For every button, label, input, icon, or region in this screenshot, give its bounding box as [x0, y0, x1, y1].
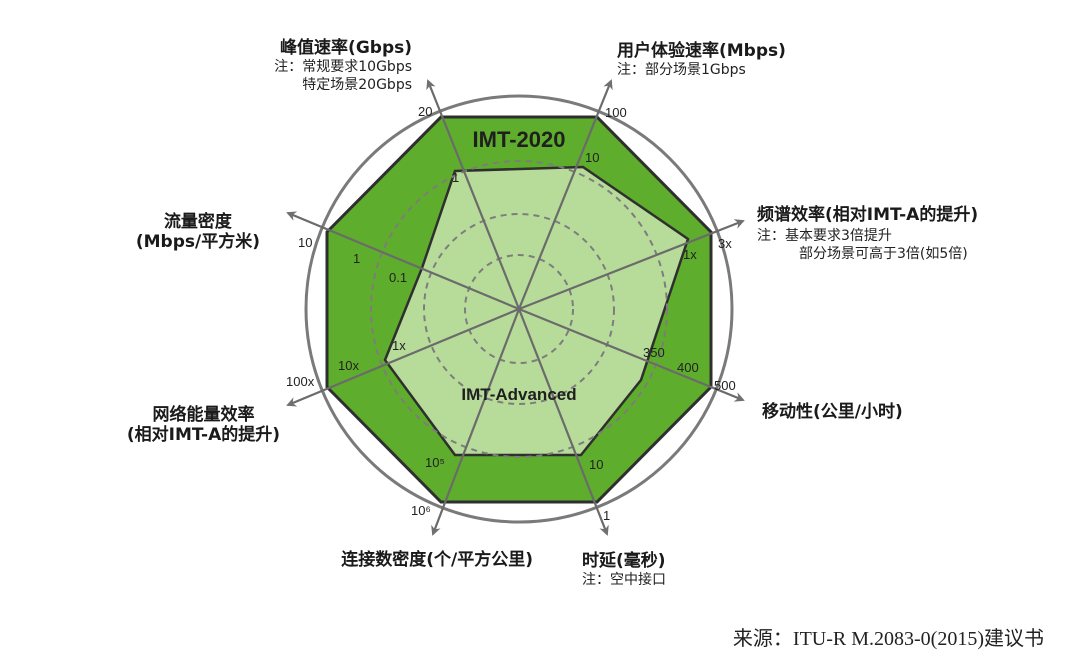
- tick-traffic-mid: 1: [353, 251, 360, 266]
- tick-mobility-outer: 500: [714, 378, 736, 393]
- label-conn: 连接数密度(个/平方公里): [341, 550, 533, 570]
- tick-latency-inner: 10: [589, 457, 603, 472]
- label-latency-title: 时延(毫秒): [582, 551, 666, 571]
- ring-inner: [464, 254, 574, 364]
- label-spectrum-title: 频谱效率(相对IMT-A的提升): [757, 205, 979, 225]
- tick-energy-outer: 100x: [286, 374, 315, 389]
- tick-peak-inner: 1: [452, 170, 459, 185]
- label-user-title: 用户体验速率(Mbps): [617, 41, 786, 61]
- tick-user-outer: 100: [605, 105, 627, 120]
- tick-user-inner: 10: [585, 150, 599, 165]
- label-user: 用户体验速率(Mbps) 注：部分场景1Gbps: [617, 41, 786, 79]
- tick-spectrum-outer: 3x: [718, 236, 732, 251]
- label-peak-note-1: 注：常规要求10Gbps: [274, 59, 412, 75]
- tick-conn-outer: 10⁶: [411, 503, 431, 518]
- tick-traffic-outer: 10: [298, 235, 312, 250]
- tick-mobility-inner: 350: [643, 345, 665, 360]
- axis-traffic: [286, 211, 520, 311]
- label-latency: 时延(毫秒) 注：空中接口: [582, 551, 666, 589]
- outer-circle: [304, 94, 734, 524]
- axis-spectrum: [518, 219, 745, 311]
- axis-conn: [431, 308, 521, 536]
- label-spectrum: 频谱效率(相对IMT-A的提升) 注：基本要求3倍提升 部分场景可高于3倍(如5…: [757, 205, 978, 263]
- label-energy-title-2: (相对IMT-A的提升): [126, 425, 280, 445]
- tick-conn-inner: 10⁵: [425, 455, 445, 470]
- label-traffic: 流量密度 (Mbps/平方米): [136, 212, 260, 252]
- label-traffic-title-2: (Mbps/平方米): [135, 232, 260, 252]
- tick-peak-outer: 20: [418, 104, 432, 119]
- label-energy: 网络能量效率 (相对IMT-A的提升): [127, 405, 280, 445]
- label-energy-title: 网络能量效率: [152, 405, 255, 425]
- ring-middle: [423, 213, 615, 405]
- ring-outer: [370, 160, 668, 458]
- label-user-note: 注：部分场景1Gbps: [617, 62, 746, 78]
- axis-latency: [517, 308, 609, 536]
- label-spectrum-note-1: 注：基本要求3倍提升: [757, 228, 892, 244]
- label-mobility-title: 移动性(公里/小时): [762, 402, 903, 422]
- axis-peak: [426, 79, 521, 310]
- label-latency-note: 注：空中接口: [582, 572, 666, 588]
- source-caption: 来源：ITU-R M.2083-0(2015)建议书: [732, 628, 1044, 650]
- tick-energy-inner: 1x: [392, 338, 406, 353]
- tick-mobility-extra: 400: [677, 360, 699, 375]
- label-peak-note-2: 特定场景20Gbps: [302, 77, 412, 93]
- label-peak-title: 峰值速率(Gbps): [280, 38, 412, 58]
- axis-mobility: [518, 307, 745, 402]
- label-peak: 峰值速率(Gbps) 注：常规要求10Gbps 特定场景20Gbps: [274, 38, 412, 94]
- label-mobility: 移动性(公里/小时): [762, 402, 903, 422]
- axis-user: [517, 79, 613, 310]
- tick-spectrum-inner: 1x: [683, 247, 697, 262]
- tick-traffic-inner: 0.1: [389, 270, 407, 285]
- imt-advanced-label: IMT-Advanced: [461, 385, 576, 404]
- imt2020-label: IMT-2020: [473, 127, 566, 152]
- tick-energy-mid: 10x: [338, 358, 359, 373]
- axis-energy: [286, 307, 520, 407]
- label-conn-title: 连接数密度(个/平方公里): [341, 550, 533, 570]
- label-traffic-title: 流量密度: [163, 212, 232, 232]
- label-spectrum-note-2: 部分场景可高于3倍(如5倍): [799, 246, 968, 262]
- tick-latency-outer: 1: [603, 508, 610, 523]
